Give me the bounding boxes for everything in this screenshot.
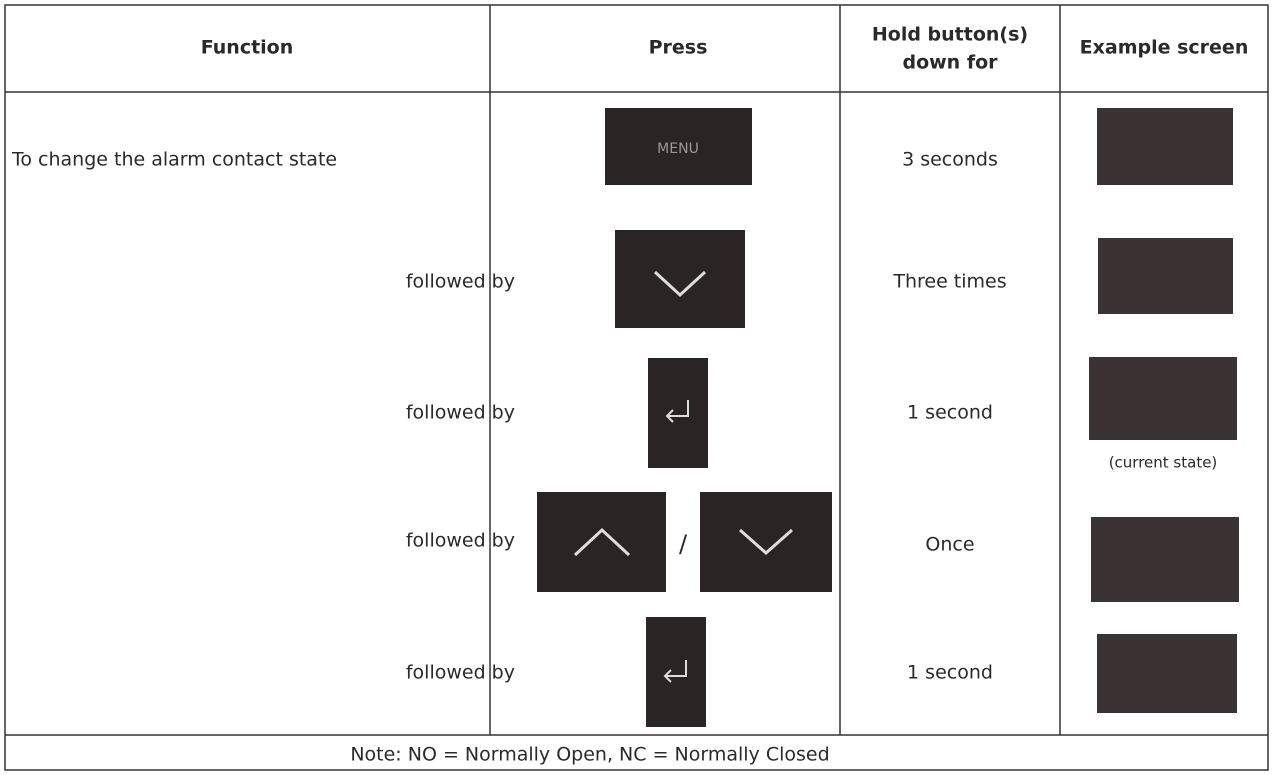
screen-caption: (current state) (1109, 454, 1218, 472)
example-screen (1091, 517, 1239, 602)
function-text: followed by (406, 662, 515, 684)
up-button (537, 492, 666, 592)
enter-button (648, 358, 708, 468)
function-text: followed by (406, 402, 515, 424)
down-button (700, 492, 832, 592)
hold-text: 3 seconds (902, 149, 998, 171)
enter-button (646, 617, 706, 727)
example-screen (1089, 357, 1237, 440)
column-header: Example screen (1080, 37, 1249, 59)
enter-icon (665, 400, 689, 423)
column-header: Hold button(s) (872, 24, 1028, 46)
note: Note: NO = Normally Open, NC = Normally … (350, 744, 829, 766)
down-icon (739, 528, 793, 556)
function-text: followed by (406, 271, 515, 293)
example-screen (1097, 634, 1237, 713)
column-header: down for (902, 52, 998, 74)
up-icon (573, 527, 631, 557)
enter-icon (663, 660, 687, 683)
example-screen (1098, 238, 1233, 314)
hold-text: Three times (892, 271, 1006, 293)
down-icon (653, 270, 707, 298)
function-text: To change the alarm contact state (11, 149, 337, 171)
menu-button (605, 108, 752, 185)
separator: / (679, 530, 688, 558)
hold-text: Once (925, 534, 974, 556)
column-header: Press (649, 37, 708, 59)
column-header: Function (201, 37, 294, 59)
hold-text: 1 second (907, 662, 993, 684)
button-label: MENU (657, 141, 699, 157)
down-button (615, 230, 745, 328)
function-text: followed by (406, 530, 515, 552)
example-screen (1097, 108, 1233, 185)
table-border (4, 4, 1269, 771)
hold-text: 1 second (907, 402, 993, 424)
